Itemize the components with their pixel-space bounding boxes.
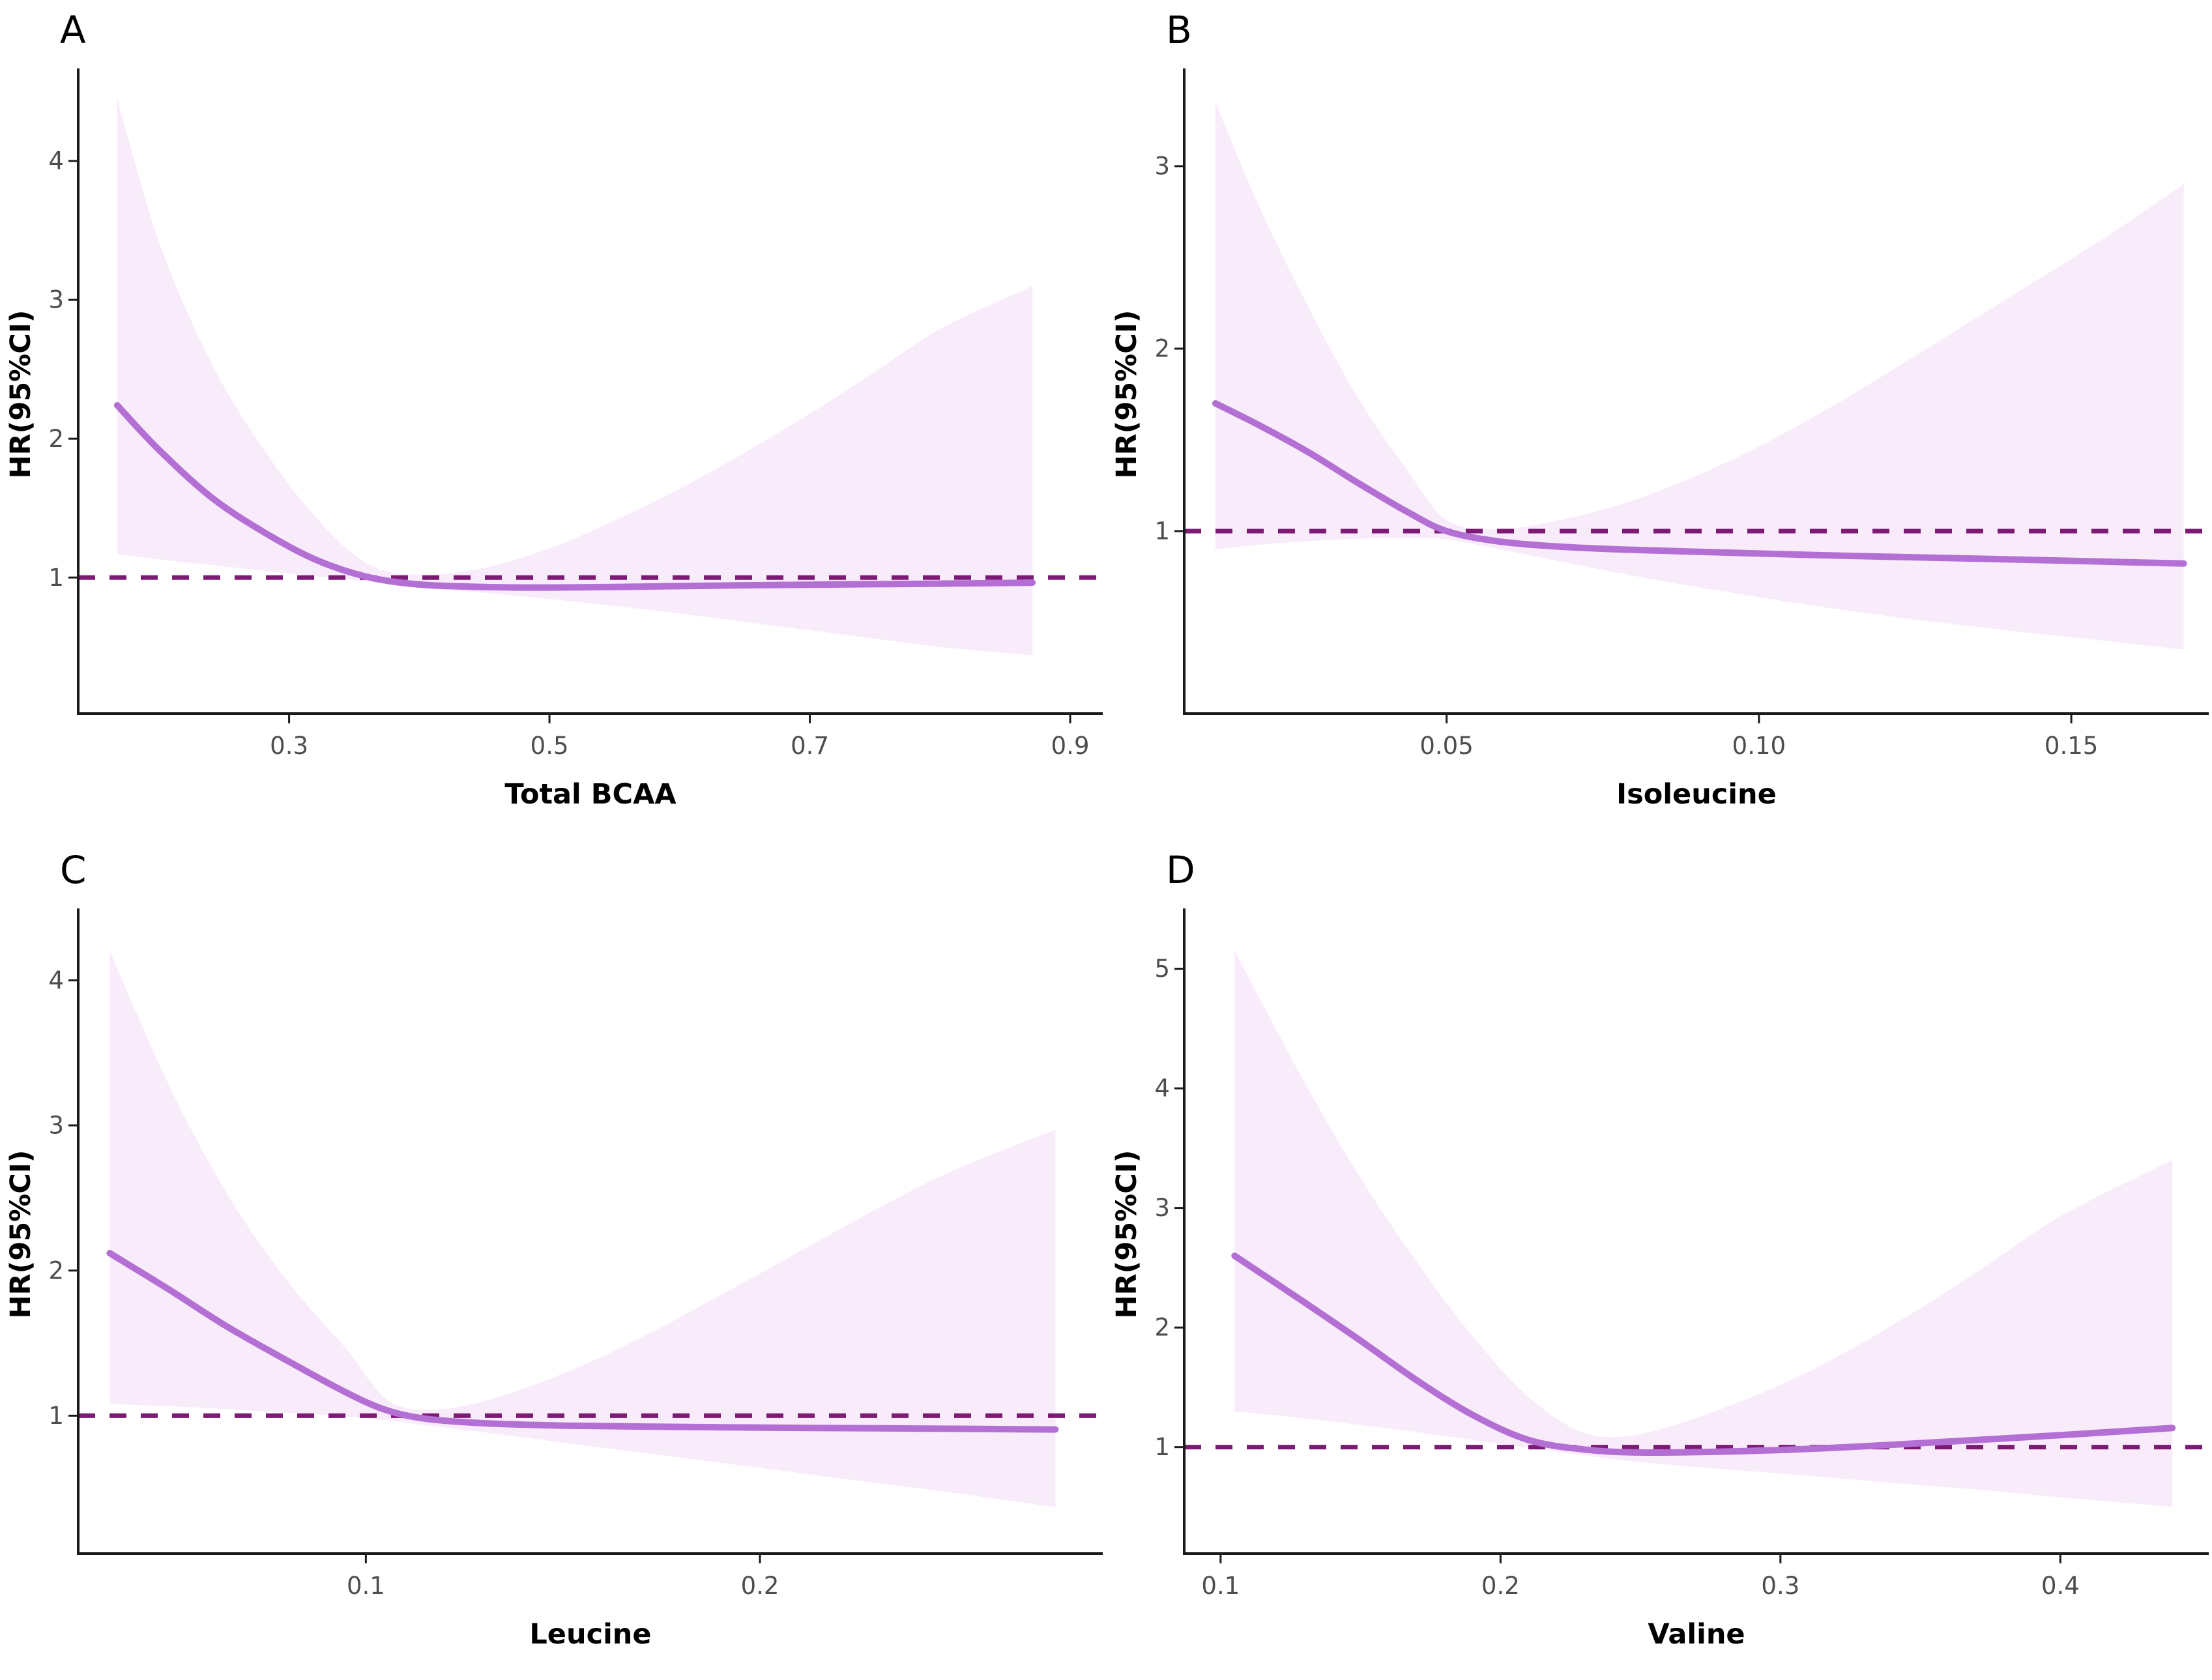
y-tick-label: 4 <box>48 966 64 994</box>
y-tick-label: 3 <box>48 286 64 314</box>
y-tick-label: 2 <box>1154 1314 1170 1342</box>
panel-B: 0.05 0.10 0.15 1 2 3 B Isoleucine HR(95%CI) <box>1106 0 2212 840</box>
y-tick-label: 1 <box>1154 517 1170 545</box>
x-axis-title: Total BCAA <box>504 778 677 811</box>
panel-A: 0.3 0.5 0.7 0.9 1 2 3 4 A Total BCAA HR(95%CI) <box>0 0 1106 840</box>
hr-curve <box>106 1250 1059 1433</box>
panel-C: 0.1 0.2 1 2 3 4 C Leucine HR(95%CI) <box>0 840 1106 1680</box>
ci-band <box>1234 951 2173 1507</box>
panel-C-chart: 0.1 0.2 1 2 3 4 C Leucine HR(95%CI) <box>5 848 1103 1651</box>
y-tick-label: 4 <box>1154 1075 1170 1103</box>
y-tick-label: 1 <box>48 564 64 592</box>
x-tick-label: 0.05 <box>1419 732 1473 760</box>
panel-A-chart: 0.3 0.5 0.7 0.9 1 2 3 4 A Total BCAA HR(95%CI) <box>5 8 1103 811</box>
x-tick-label: 0.1 <box>347 1572 385 1600</box>
x-tick-label: 0.5 <box>531 732 569 760</box>
x-tick-label: 0.3 <box>1761 1572 1799 1600</box>
y-tick-label: 1 <box>48 1402 64 1430</box>
y-axis-title: HR(95%CI) <box>1111 310 1143 479</box>
panel-letter: A <box>60 8 86 52</box>
x-tick-label: 0.2 <box>741 1572 779 1600</box>
hr-curve <box>1231 1253 2176 1456</box>
panel-letter: D <box>1166 848 1195 892</box>
panel-D-chart: 0.1 0.2 0.3 0.4 1 2 3 4 5 D Valine HR(95%CI) <box>1111 848 2209 1651</box>
x-axis-title: Leucine <box>529 1618 651 1651</box>
panel-B-chart: 0.05 0.10 0.15 1 2 3 B Isoleucine HR(95%CI) <box>1111 8 2209 811</box>
ci-band <box>1215 102 2184 650</box>
x-tick-label: 0.4 <box>2041 1572 2080 1600</box>
panel-letter: B <box>1166 8 1192 52</box>
ci-band <box>109 951 1056 1507</box>
x-tick-label: 0.1 <box>1201 1572 1240 1600</box>
hr-curve <box>1212 400 2187 567</box>
panel-letter: C <box>60 848 87 892</box>
y-tick-label: 3 <box>1154 1194 1170 1222</box>
y-tick-label: 3 <box>1154 152 1170 181</box>
y-tick-label: 3 <box>48 1112 64 1140</box>
y-tick-label: 2 <box>48 1256 64 1284</box>
y-tick-label: 2 <box>48 425 64 453</box>
x-tick-label: 0.2 <box>1481 1572 1520 1600</box>
y-axis-title: HR(95%CI) <box>1111 1150 1143 1319</box>
panel-D: 0.1 0.2 0.3 0.4 1 2 3 4 5 D Valine HR(95%CI) <box>1106 840 2212 1680</box>
x-tick-label: 0.15 <box>2045 732 2098 760</box>
y-tick-label: 4 <box>48 147 64 175</box>
y-axis-title: HR(95%CI) <box>5 1150 37 1319</box>
x-tick-label: 0.9 <box>1051 732 1090 760</box>
x-tick-label: 0.10 <box>1732 732 1786 760</box>
x-tick-label: 0.7 <box>791 732 829 760</box>
x-axis-title: Valine <box>1648 1618 1745 1651</box>
x-tick-label: 0.3 <box>270 732 308 760</box>
x-axis-title: Isoleucine <box>1616 778 1777 811</box>
y-tick-label: 5 <box>1154 955 1170 983</box>
y-axis-title: HR(95%CI) <box>5 310 37 479</box>
ci-band <box>117 98 1033 656</box>
y-tick-label: 2 <box>1154 335 1170 363</box>
y-tick-label: 1 <box>1154 1433 1170 1461</box>
hr-curve <box>113 402 1036 591</box>
